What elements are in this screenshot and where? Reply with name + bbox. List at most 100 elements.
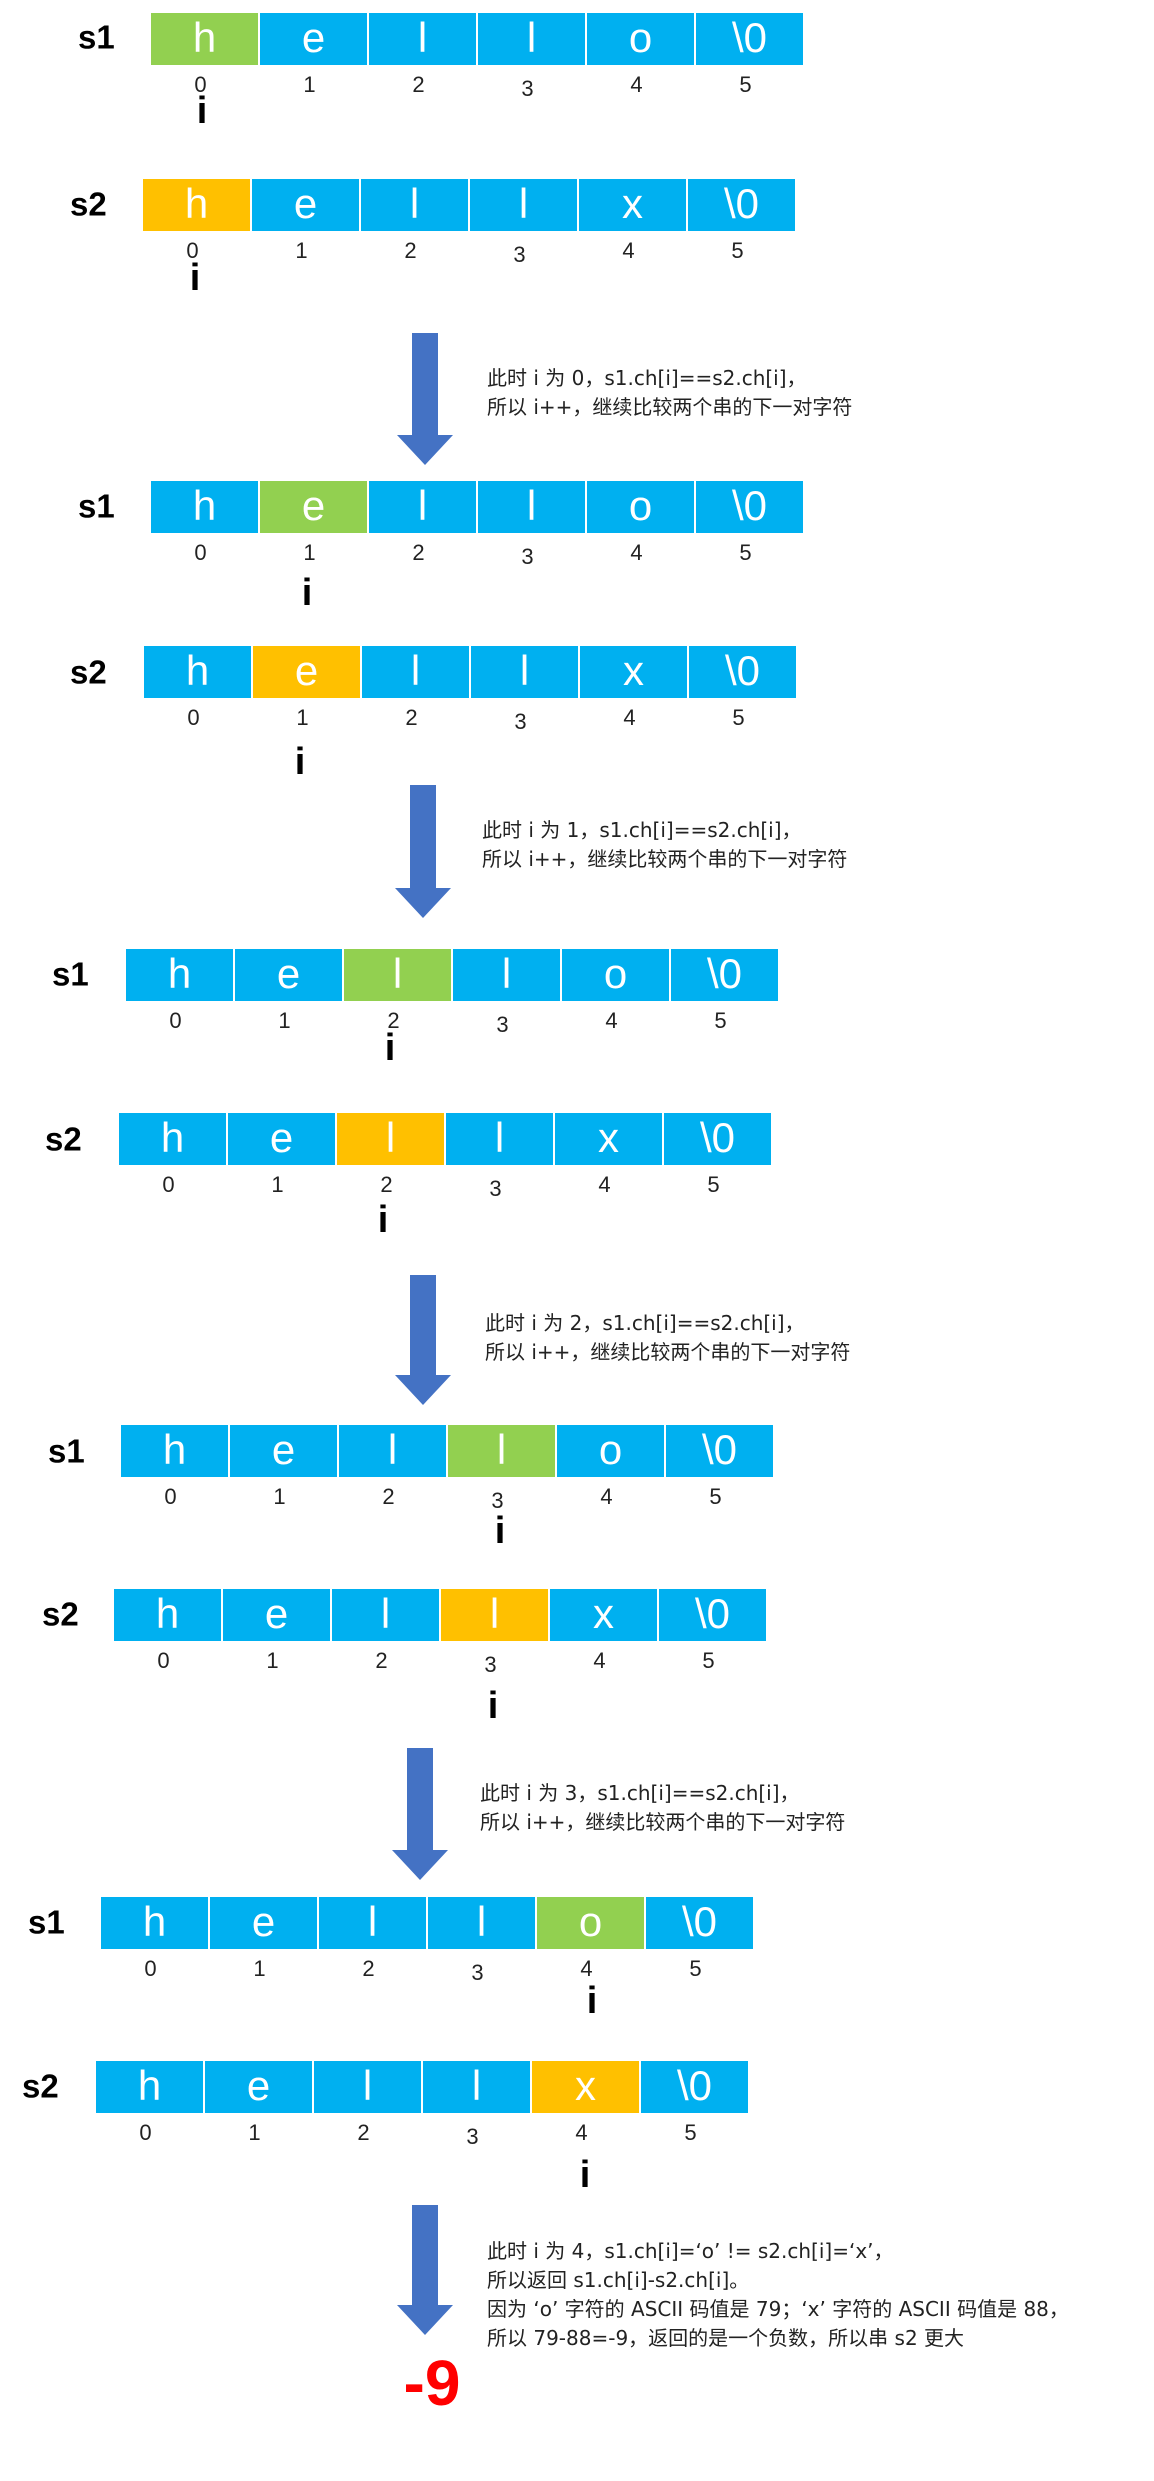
s1-pointer-3: i <box>495 1510 506 1552</box>
s1-cell-4-5 <box>644 1895 755 1951</box>
s2-char-1-1: e <box>295 647 318 694</box>
s2-char-2-2: l <box>386 1114 395 1161</box>
s2-char-2-1: e <box>270 1114 293 1161</box>
s1-char-4-2: l <box>368 1898 377 1945</box>
s1-index-4-0: 0 <box>144 1956 156 1981</box>
note-4-line-3: 所以 79-88=-9，返回的是一个负数，所以串 s2 更大 <box>487 2326 964 2350</box>
s1-cell-2-1 <box>233 947 344 1003</box>
s1-index-1-2: 2 <box>412 540 424 565</box>
s1-index-0-5: 5 <box>739 72 751 97</box>
down-arrow-shaft-2 <box>410 1275 436 1377</box>
s1-cell-4-0 <box>99 1895 210 1951</box>
s2-index-2-2: 2 <box>380 1172 392 1197</box>
s2-char-4-0: h <box>138 2062 161 2109</box>
s1-char-1-0: h <box>193 482 216 529</box>
s1-cell-0-4 <box>585 11 696 67</box>
s1-index-4-4: 4 <box>580 1956 592 1981</box>
s2-char-2-5: \0 <box>700 1114 735 1161</box>
s1-char-1-1: e <box>302 482 325 529</box>
s2-char-3-0: h <box>156 1590 179 1637</box>
s1-index-4-2: 2 <box>362 1956 374 1981</box>
note-2-line-0: 此时 i 为 2，s1.ch[i]==s2.ch[i]， <box>485 1311 805 1335</box>
down-arrow-head-4 <box>397 2305 453 2335</box>
s1-label: s1 <box>52 956 89 993</box>
note-1-line-0: 此时 i 为 1，s1.ch[i]==s2.ch[i]， <box>482 818 802 842</box>
s2-cell-2-4 <box>553 1111 664 1167</box>
s2-label: s2 <box>22 2068 59 2105</box>
down-arrow-shaft-3 <box>407 1748 433 1852</box>
s2-index-4-2: 2 <box>357 2120 369 2145</box>
s1-cell-1-2 <box>367 479 478 535</box>
s2-cell-1-5 <box>687 644 798 700</box>
s2-cell-3-5 <box>657 1587 768 1643</box>
s2-char-3-3: l <box>490 1590 499 1637</box>
s1-char-1-5: \0 <box>732 482 767 529</box>
s1-cell-1-3 <box>476 479 587 535</box>
s1-char-0-1: e <box>302 14 325 61</box>
s1-pointer-1: i <box>302 572 313 614</box>
s1-index-4-3: 3 <box>471 1960 483 1985</box>
s2-char-2-4: x <box>598 1114 619 1161</box>
s2-pointer-0: i <box>190 257 201 299</box>
s2-cell-2-1 <box>226 1111 337 1167</box>
note-0-line-0: 此时 i 为 0，s1.ch[i]==s2.ch[i]， <box>487 366 807 390</box>
s2-label: s2 <box>70 654 107 691</box>
down-arrow-shaft-1 <box>410 785 436 890</box>
s1-index-0-2: 2 <box>412 72 424 97</box>
s2-cell-0-4 <box>577 177 688 233</box>
s1-char-3-1: e <box>272 1426 295 1473</box>
s2-cell-4-3 <box>421 2059 532 2115</box>
s2-cell-1-3 <box>469 644 580 700</box>
s1-char-4-0: h <box>143 1898 166 1945</box>
s2-index-1-4: 4 <box>623 705 635 730</box>
s1-label: s1 <box>48 1433 85 1470</box>
s1-index-1-0: 0 <box>194 540 206 565</box>
s1-index-3-0: 0 <box>164 1484 176 1509</box>
s1-index-4-5: 5 <box>689 1956 701 1981</box>
s1-char-4-3: l <box>477 1898 486 1945</box>
down-arrow-head-2 <box>395 1375 451 1405</box>
s2-char-3-4: x <box>593 1590 614 1637</box>
result-value: -9 <box>404 2347 461 2419</box>
s2-char-1-4: x <box>623 647 644 694</box>
s2-index-0-2: 2 <box>404 238 416 263</box>
s1-char-2-3: l <box>502 950 511 997</box>
s2-char-4-1: e <box>247 2062 270 2109</box>
s2-char-3-5: \0 <box>695 1590 730 1637</box>
s1-cell-3-4 <box>555 1423 666 1479</box>
s2-cell-3-2 <box>330 1587 441 1643</box>
s2-index-2-1: 1 <box>271 1172 283 1197</box>
s1-char-3-4: o <box>599 1426 622 1473</box>
s1-char-3-3: l <box>497 1426 506 1473</box>
s2-cell-3-4 <box>548 1587 659 1643</box>
s1-index-3-1: 1 <box>273 1484 285 1509</box>
note-4-line-2: 因为 ‘o’ 字符的 ASCII 码值是 79；‘x’ 字符的 ASCII 码值… <box>487 2297 1069 2321</box>
note-0-line-1: 所以 i++，继续比较两个串的下一对字符 <box>487 395 852 419</box>
s2-index-4-0: 0 <box>139 2120 151 2145</box>
s1-char-0-3: l <box>527 14 536 61</box>
s2-cell-4-4 <box>530 2059 641 2115</box>
s1-index-3-3: 3 <box>491 1488 503 1513</box>
s1-index-2-5: 5 <box>714 1008 726 1033</box>
s2-char-3-2: l <box>381 1590 390 1637</box>
s2-cell-0-2 <box>359 177 470 233</box>
s1-index-1-3: 3 <box>521 544 533 569</box>
s2-index-0-4: 4 <box>622 238 634 263</box>
s1-char-2-4: o <box>604 950 627 997</box>
s2-cell-4-0 <box>94 2059 205 2115</box>
s2-index-2-0: 0 <box>162 1172 174 1197</box>
s2-char-4-2: l <box>363 2062 372 2109</box>
s1-char-3-2: l <box>388 1426 397 1473</box>
s2-cell-4-1 <box>203 2059 314 2115</box>
s1-index-1-1: 1 <box>303 540 315 565</box>
s1-char-2-1: e <box>277 950 300 997</box>
s2-pointer-1: i <box>295 741 306 783</box>
s1-char-1-4: o <box>629 482 652 529</box>
s2-cell-4-5 <box>639 2059 750 2115</box>
s2-char-1-2: l <box>411 647 420 694</box>
s1-cell-3-1 <box>228 1423 339 1479</box>
s2-index-4-5: 5 <box>684 2120 696 2145</box>
s2-index-0-3: 3 <box>513 242 525 267</box>
note-4-line-1: 所以返回 s1.ch[i]-s2.ch[i]。 <box>487 2268 749 2292</box>
